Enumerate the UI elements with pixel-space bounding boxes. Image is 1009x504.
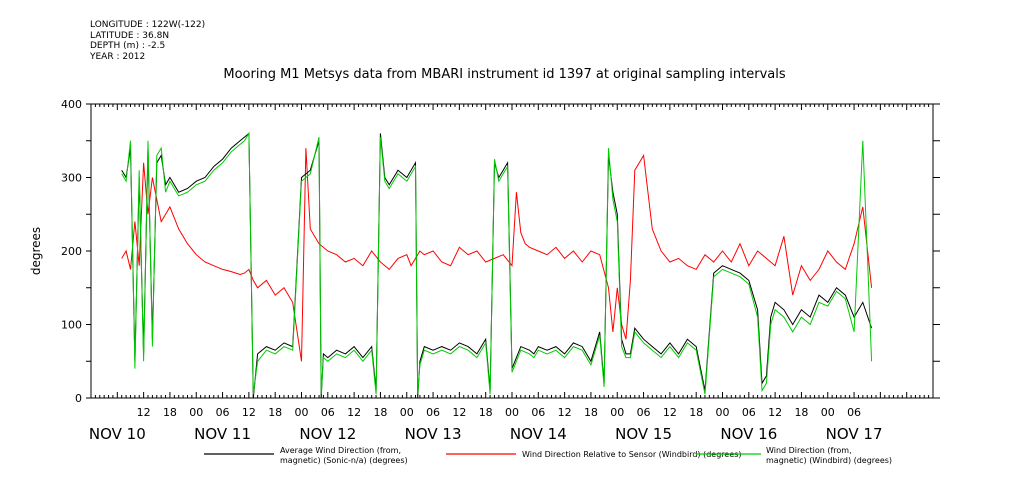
y-axis-label: degrees bbox=[29, 227, 43, 275]
x-day-label: NOV 12 bbox=[299, 425, 356, 443]
x-hour-tick-label: 18 bbox=[479, 406, 493, 419]
metadata-block: LONGITUDE : 122W(-122) LATITUDE : 36.8N … bbox=[90, 20, 205, 62]
x-hour-tick-label: 12 bbox=[242, 406, 256, 419]
x-day-label: NOV 13 bbox=[405, 425, 462, 443]
x-day-label: NOV 16 bbox=[720, 425, 777, 443]
y-tick-label: 100 bbox=[61, 319, 82, 332]
x-day-label: NOV 14 bbox=[510, 425, 567, 443]
x-hour-tick-label: 18 bbox=[373, 406, 387, 419]
x-hour-tick-label: 18 bbox=[584, 406, 598, 419]
x-hour-tick-label: 12 bbox=[347, 406, 361, 419]
x-hour-tick-label: 12 bbox=[452, 406, 466, 419]
x-hour-tick-label: 12 bbox=[558, 406, 572, 419]
year-label: YEAR : 2012 bbox=[90, 51, 146, 62]
y-tick-label: 200 bbox=[61, 245, 82, 258]
x-day-label: NOV 15 bbox=[615, 425, 672, 443]
x-day-label: NOV 17 bbox=[826, 425, 883, 443]
legend-label: magnetic) (Windbird) (degrees) bbox=[766, 456, 892, 465]
x-hour-tick-label: 18 bbox=[794, 406, 808, 419]
series-line bbox=[121, 132, 873, 399]
x-hour-tick-label: 00 bbox=[610, 406, 624, 419]
x-hour-tick-label: 06 bbox=[847, 406, 861, 419]
x-hour-tick-label: 00 bbox=[400, 406, 414, 419]
x-hour-tick-label: 18 bbox=[689, 406, 703, 419]
chart-title: Mooring M1 Metsys data from MBARI instru… bbox=[223, 67, 786, 82]
x-day-label: NOV 10 bbox=[89, 425, 146, 443]
x-hour-tick-label: 06 bbox=[531, 406, 545, 419]
longitude-label: LONGITUDE : 122W(-122) bbox=[90, 20, 206, 30]
x-hour-tick-label: 18 bbox=[163, 406, 177, 419]
x-hour-tick-label: 18 bbox=[268, 406, 282, 419]
legend-label: Average Wind Direction (from, bbox=[280, 446, 401, 455]
y-tick-label: 300 bbox=[61, 172, 82, 185]
latitude-label: LATITUDE : 36.8N bbox=[90, 30, 170, 41]
y-tick-label: 0 bbox=[75, 392, 82, 405]
x-hour-tick-label: 06 bbox=[637, 406, 651, 419]
series-line bbox=[121, 148, 873, 362]
x-hour-tick-label: 00 bbox=[505, 406, 519, 419]
x-hour-tick-label: 06 bbox=[426, 406, 440, 419]
x-day-label: NOV 11 bbox=[194, 425, 251, 443]
x-hour-tick-label: 06 bbox=[321, 406, 335, 419]
depth-label: DEPTH (m) : -2.5 bbox=[90, 41, 166, 51]
x-hour-tick-label: 00 bbox=[189, 406, 203, 419]
series-line bbox=[121, 131, 873, 395]
legend-label: magnetic) (Sonic-n/a) (degrees) bbox=[280, 456, 408, 465]
x-hour-tick-label: 00 bbox=[295, 406, 309, 419]
x-hour-tick-label: 12 bbox=[137, 406, 151, 419]
x-hour-tick-label: 00 bbox=[716, 406, 730, 419]
y-tick-label: 400 bbox=[61, 98, 82, 111]
x-hour-tick-label: 06 bbox=[742, 406, 756, 419]
x-hour-tick-label: 00 bbox=[821, 406, 835, 419]
legend-label: Wind Direction (from, bbox=[766, 446, 852, 455]
x-hour-tick-label: 12 bbox=[663, 406, 677, 419]
legend-label: Wind Direction Relative to Sensor (Windb… bbox=[522, 450, 742, 459]
x-hour-tick-label: 12 bbox=[768, 406, 782, 419]
x-hour-tick-label: 06 bbox=[216, 406, 230, 419]
